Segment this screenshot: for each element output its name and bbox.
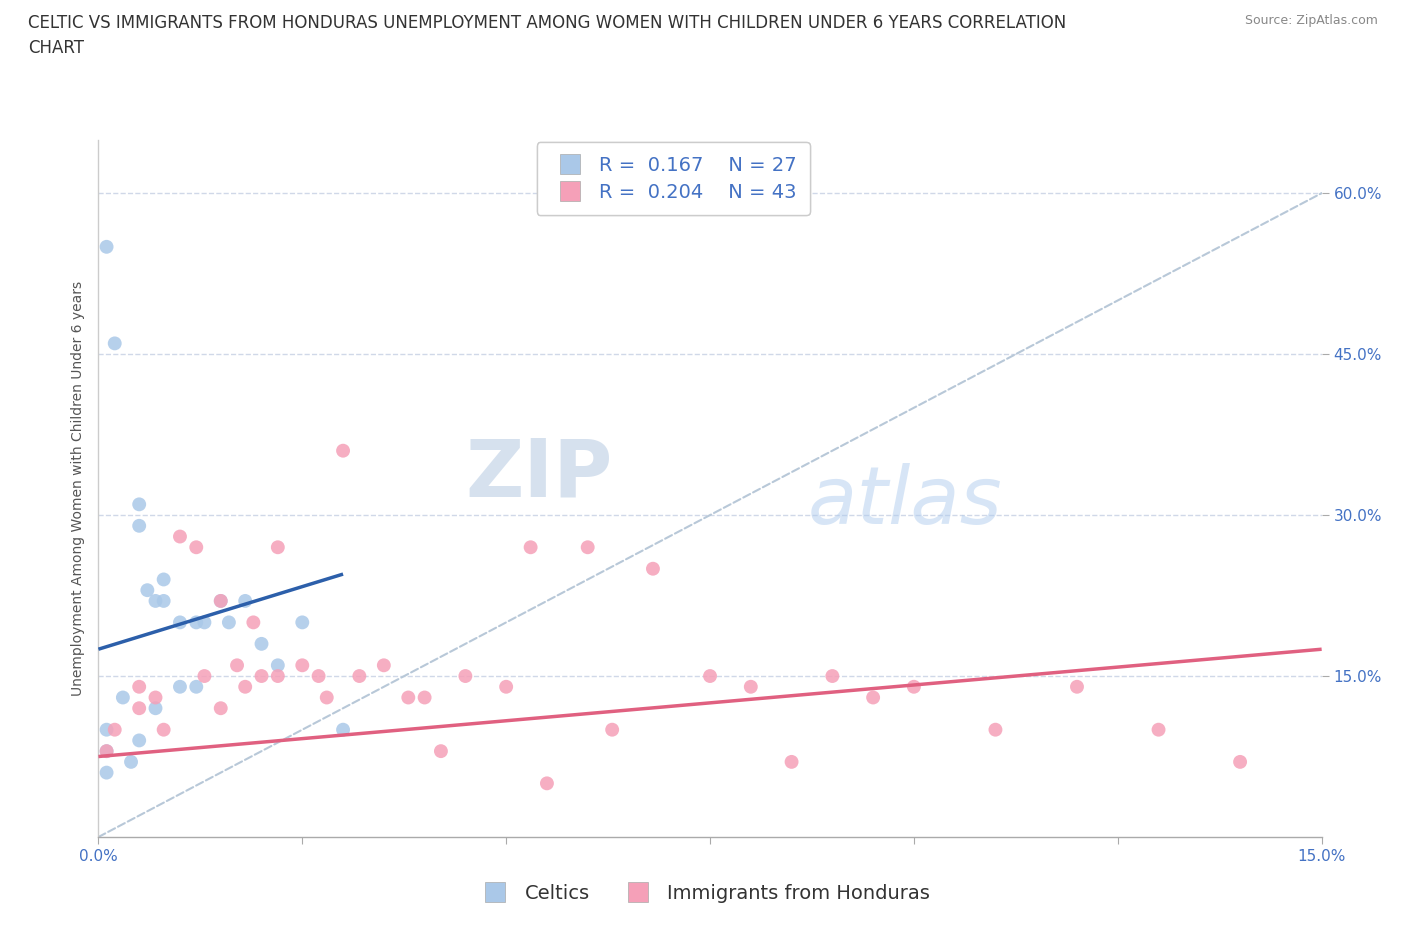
Point — [332, 444, 354, 458]
Point — [209, 593, 232, 608]
Point — [193, 669, 215, 684]
Point — [145, 701, 167, 716]
Point — [413, 690, 436, 705]
Point — [600, 723, 623, 737]
Text: CHART: CHART — [28, 39, 84, 57]
Text: Source: ZipAtlas.com: Source: ZipAtlas.com — [1244, 14, 1378, 27]
Point — [576, 539, 599, 554]
Point — [96, 239, 118, 254]
Legend: R =  0.167    N = 27, R =  0.204    N = 43: R = 0.167 N = 27, R = 0.204 N = 43 — [537, 142, 810, 215]
Point — [111, 690, 134, 705]
Point — [128, 701, 150, 716]
Point — [250, 669, 273, 684]
Point — [396, 690, 419, 705]
Point — [96, 744, 118, 759]
Point — [145, 593, 167, 608]
Point — [821, 669, 844, 684]
Point — [169, 679, 191, 694]
Point — [186, 679, 208, 694]
Point — [332, 723, 354, 737]
Point — [152, 593, 174, 608]
Point — [218, 615, 240, 630]
Point — [96, 765, 118, 780]
Point — [373, 658, 395, 672]
Point — [226, 658, 249, 672]
Point — [267, 539, 290, 554]
Point — [128, 518, 150, 533]
Point — [104, 723, 127, 737]
Point — [186, 539, 208, 554]
Point — [495, 679, 517, 694]
Point — [152, 572, 174, 587]
Point — [233, 593, 256, 608]
Point — [104, 336, 127, 351]
Point — [984, 723, 1007, 737]
Point — [169, 529, 191, 544]
Point — [780, 754, 803, 769]
Point — [862, 690, 884, 705]
Point — [1147, 723, 1170, 737]
Point — [308, 669, 330, 684]
Text: atlas: atlas — [808, 463, 1002, 541]
Point — [209, 593, 232, 608]
Point — [349, 669, 371, 684]
Point — [193, 615, 215, 630]
Point — [96, 744, 118, 759]
Point — [291, 658, 314, 672]
Point — [128, 733, 150, 748]
Y-axis label: Unemployment Among Women with Children Under 6 years: Unemployment Among Women with Children U… — [72, 281, 86, 696]
Point — [242, 615, 264, 630]
Point — [128, 679, 150, 694]
Text: ZIP: ZIP — [465, 435, 612, 513]
Point — [740, 679, 762, 694]
Point — [128, 497, 150, 512]
Point — [641, 562, 664, 577]
Point — [96, 723, 118, 737]
Point — [209, 701, 232, 716]
Point — [291, 615, 314, 630]
Point — [430, 744, 453, 759]
Point — [250, 636, 273, 651]
Point — [454, 669, 477, 684]
Point — [233, 679, 256, 694]
Legend: Celtics, Immigrants from Honduras: Celtics, Immigrants from Honduras — [468, 876, 938, 911]
Point — [1229, 754, 1251, 769]
Text: CELTIC VS IMMIGRANTS FROM HONDURAS UNEMPLOYMENT AMONG WOMEN WITH CHILDREN UNDER : CELTIC VS IMMIGRANTS FROM HONDURAS UNEMP… — [28, 14, 1066, 32]
Point — [519, 539, 541, 554]
Point — [136, 583, 159, 598]
Point — [267, 669, 290, 684]
Point — [315, 690, 337, 705]
Point — [152, 723, 174, 737]
Point — [169, 615, 191, 630]
Point — [536, 776, 558, 790]
Point — [186, 615, 208, 630]
Point — [903, 679, 925, 694]
Point — [267, 658, 290, 672]
Point — [699, 669, 721, 684]
Point — [1066, 679, 1088, 694]
Point — [145, 690, 167, 705]
Point — [120, 754, 142, 769]
